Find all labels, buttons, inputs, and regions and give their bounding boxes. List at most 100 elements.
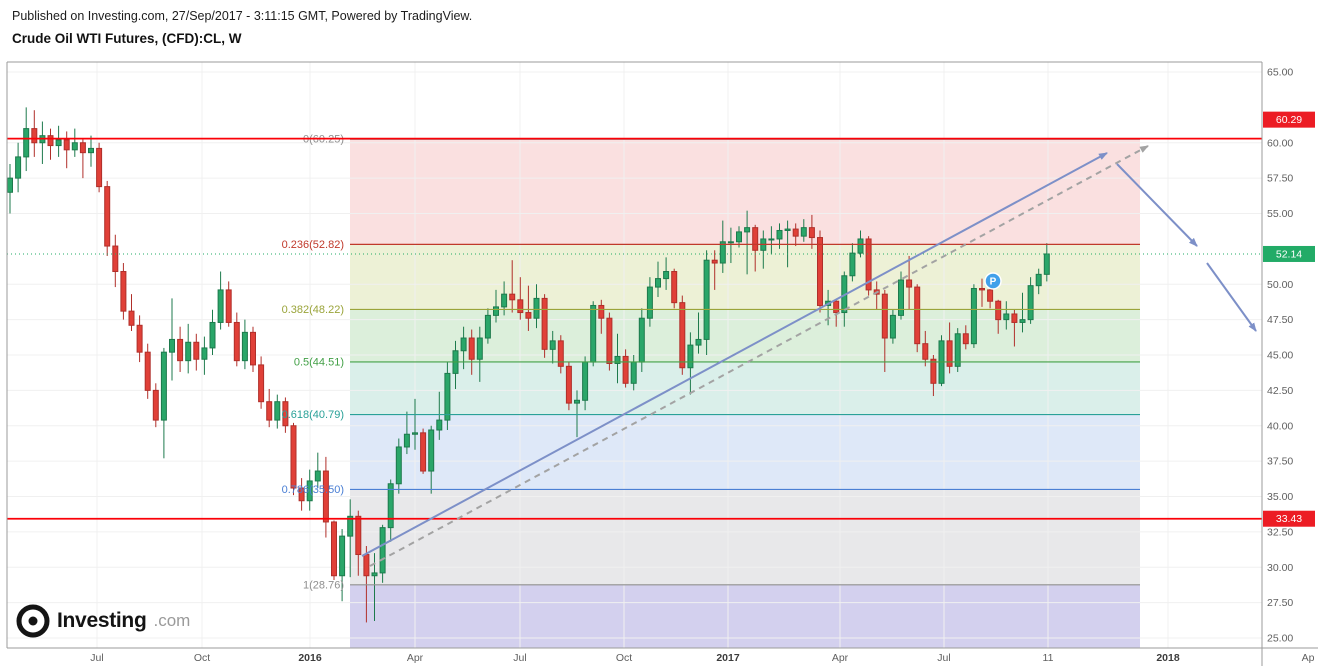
candle-body <box>833 300 840 314</box>
candle-body <box>954 333 961 367</box>
time-axis-label[interactable]: Apr <box>832 652 849 664</box>
fib-level-label: 0.236(52.82) <box>282 239 344 251</box>
price-axis-label: 50.00 <box>1267 279 1293 291</box>
candle-body <box>428 429 435 472</box>
candle-body <box>322 470 329 523</box>
price-axis-label: 30.00 <box>1267 562 1293 574</box>
fib-level-label: 0.786(35.50) <box>282 484 344 496</box>
candle-body <box>266 401 273 421</box>
candle-body <box>889 314 896 339</box>
time-axis-label[interactable]: Apr <box>407 652 424 664</box>
price-badge-label: 33.43 <box>1276 513 1302 525</box>
trend-arrow[interactable] <box>361 152 1108 557</box>
candle-body <box>898 279 904 316</box>
fib-level-label: 1(28.76) <box>303 579 344 591</box>
time-axis-label[interactable]: Jul <box>90 652 103 664</box>
candle-body <box>906 279 913 288</box>
idea-marker[interactable] <box>984 272 1002 290</box>
candle-body <box>525 312 532 319</box>
candle-body <box>638 317 645 363</box>
candle-body <box>582 361 589 401</box>
candle-body <box>258 364 265 403</box>
candle-body <box>201 347 208 360</box>
candle-body <box>719 241 726 264</box>
published-line: Published on Investing.com, 27/Sep/2017 … <box>12 9 473 23</box>
candle-body <box>881 293 888 339</box>
candle-body <box>598 304 605 319</box>
candle-body <box>1011 313 1018 323</box>
candle-body <box>914 286 921 345</box>
time-axis-label[interactable]: 11 <box>1043 652 1054 664</box>
candle-body <box>574 399 580 404</box>
candle-body <box>1043 253 1050 275</box>
candle-body <box>614 355 621 364</box>
price-axis-label: 25.00 <box>1267 633 1293 645</box>
fib-band <box>350 139 1140 245</box>
candle-body <box>808 227 815 239</box>
candle-body <box>549 340 556 350</box>
candle-body <box>412 432 418 435</box>
candle-body <box>752 227 759 251</box>
time-axis-year-label[interactable]: 2018 <box>1156 652 1180 664</box>
fib-band <box>350 361 1140 415</box>
candle-body <box>250 331 256 366</box>
candle-body <box>533 297 540 319</box>
candle-body <box>306 480 313 502</box>
candle-body <box>970 287 977 345</box>
candle-body <box>565 365 572 404</box>
trend-arrow-dashed[interactable] <box>369 145 1149 567</box>
price-axis-label: 27.50 <box>1267 597 1293 609</box>
candle-body <box>185 341 192 362</box>
time-axis-label[interactable]: Jul <box>513 652 526 664</box>
fib-level-label: 0.618(40.79) <box>282 409 344 421</box>
time-axis-label[interactable]: Oct <box>616 652 632 664</box>
fib-level-label: 0(60.25) <box>303 134 344 146</box>
candle-body <box>96 147 103 188</box>
candle-body <box>144 351 151 391</box>
candle-body <box>557 340 564 367</box>
candle-body <box>946 340 953 367</box>
time-axis-label[interactable]: Jul <box>937 652 950 664</box>
price-axis-label: 45.00 <box>1267 350 1293 362</box>
candle-body <box>476 337 483 360</box>
candle-body <box>784 228 791 231</box>
candle-body <box>31 128 38 144</box>
fib-band <box>350 414 1140 490</box>
candle-body <box>622 355 629 384</box>
candle-body <box>979 287 985 291</box>
candle-body <box>671 271 678 304</box>
time-axis-year-label[interactable]: 2016 <box>298 652 322 664</box>
candles <box>7 107 1050 623</box>
chart-title: Crude Oil WTI Futures, (CFD):CL, W <box>12 31 242 46</box>
candle-body <box>792 228 799 237</box>
candle-body <box>193 341 200 360</box>
trend-arrow[interactable] <box>1206 262 1257 332</box>
candle-body <box>152 389 159 421</box>
candle-body <box>339 535 346 577</box>
price-axis-label: 37.50 <box>1267 456 1293 468</box>
time-axis-year-label[interactable]: 2017 <box>716 652 740 664</box>
candle-body <box>703 259 710 340</box>
price-badge <box>1263 510 1315 527</box>
price-axis-label: 65.00 <box>1267 67 1293 79</box>
candle-body <box>15 156 22 179</box>
candle-body <box>655 278 661 288</box>
time-axis-label[interactable]: Ap <box>1302 652 1315 664</box>
candle-body <box>347 515 354 537</box>
candle-body <box>225 289 232 323</box>
candle-body <box>395 446 402 485</box>
price-axis-label: 32.50 <box>1267 526 1293 538</box>
candle-body <box>104 186 111 247</box>
candle-body <box>987 289 994 302</box>
candle-body <box>736 231 742 243</box>
candle-body <box>387 483 394 529</box>
candle-body <box>379 527 386 574</box>
candle-body <box>282 401 289 427</box>
time-axis-label[interactable]: Oct <box>194 652 210 664</box>
candle-body <box>995 300 1002 321</box>
candle-body <box>1027 285 1034 321</box>
candle-body <box>1019 319 1026 323</box>
candle-body <box>314 470 321 482</box>
trend-arrow[interactable] <box>1116 163 1198 247</box>
